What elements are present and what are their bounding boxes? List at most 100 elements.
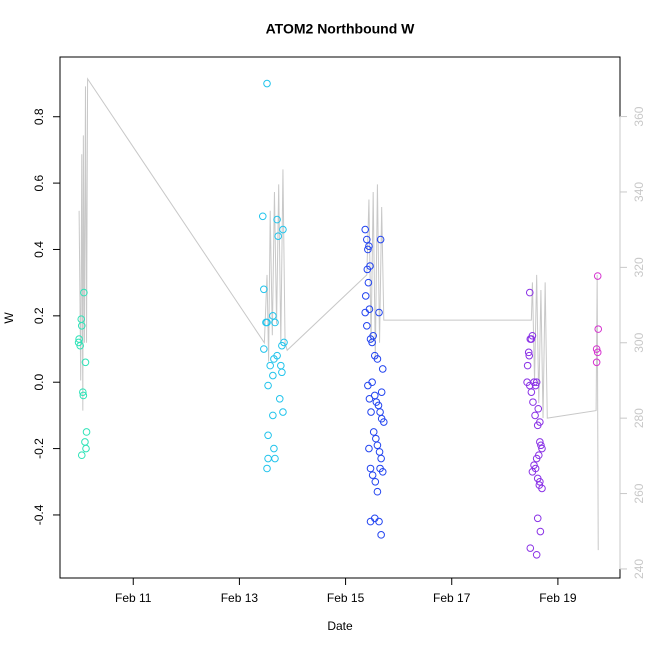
- point: [279, 408, 287, 416]
- point: [266, 361, 274, 370]
- x-axis-label: Date: [327, 619, 353, 633]
- point: [370, 391, 379, 400]
- point: [529, 398, 537, 406]
- point: [379, 418, 388, 426]
- point: [364, 278, 373, 287]
- point: [592, 345, 601, 353]
- point: [277, 361, 285, 370]
- point: [271, 318, 279, 327]
- point: [526, 544, 535, 552]
- point: [264, 454, 272, 463]
- x-tick-label: Feb 11: [115, 591, 152, 605]
- point: [79, 388, 87, 396]
- point: [368, 471, 377, 479]
- point: [263, 318, 271, 327]
- y-tick-label: 0.0: [32, 374, 46, 391]
- point: [365, 242, 373, 250]
- point: [594, 325, 603, 333]
- point: [373, 355, 382, 363]
- point: [258, 212, 267, 221]
- point: [377, 531, 385, 539]
- point: [532, 454, 541, 463]
- point: [378, 468, 387, 476]
- point: [536, 438, 544, 446]
- point: [538, 444, 546, 453]
- point: [278, 341, 286, 350]
- point: [269, 371, 277, 380]
- y-tick-label: -0.2: [32, 438, 46, 459]
- point: [260, 345, 268, 353]
- point: [531, 411, 539, 420]
- point: [278, 368, 286, 377]
- y-tick-label: 0.4: [32, 241, 46, 258]
- point: [364, 245, 372, 254]
- point: [365, 444, 373, 453]
- point: [271, 454, 279, 463]
- y2-tick-label: 300: [632, 332, 646, 352]
- point: [592, 358, 601, 367]
- point: [260, 285, 268, 294]
- point: [269, 411, 277, 420]
- point: [364, 381, 372, 390]
- point: [377, 454, 385, 463]
- point: [533, 514, 542, 523]
- point: [264, 381, 272, 390]
- x-tick-label: Feb 19: [539, 591, 577, 605]
- point: [363, 235, 371, 244]
- point: [275, 395, 284, 403]
- point: [377, 388, 386, 396]
- point: [370, 514, 379, 523]
- line-series: [78, 77, 599, 551]
- point: [528, 331, 537, 340]
- point: [372, 434, 380, 443]
- point: [80, 288, 88, 297]
- point: [593, 348, 602, 357]
- point: [378, 365, 387, 373]
- point: [375, 308, 383, 317]
- y-tick-label: 0.2: [32, 307, 46, 324]
- point: [81, 358, 90, 367]
- point: [371, 477, 380, 486]
- point: [279, 225, 287, 234]
- y2-tick-label: 280: [632, 408, 646, 428]
- y2-tick-label: 240: [632, 559, 646, 579]
- point: [81, 438, 89, 446]
- point: [264, 431, 272, 440]
- point: [373, 441, 382, 450]
- point: [373, 487, 382, 496]
- point: [82, 428, 91, 436]
- point: [77, 451, 86, 460]
- point: [525, 288, 534, 297]
- point: [535, 481, 544, 489]
- point: [531, 381, 540, 390]
- point: [361, 292, 370, 300]
- point: [525, 351, 534, 360]
- point: [376, 408, 384, 416]
- point: [531, 464, 540, 473]
- point: [536, 477, 544, 486]
- y-tick-label: 0.6: [32, 174, 46, 191]
- point: [273, 351, 281, 360]
- point: [532, 378, 541, 387]
- point: [79, 391, 88, 400]
- point: [375, 448, 384, 456]
- x-tick-label: Feb 15: [327, 591, 365, 605]
- point: [523, 361, 532, 370]
- point: [369, 331, 377, 340]
- point: [532, 550, 541, 559]
- point: [273, 215, 281, 224]
- point: [376, 235, 385, 244]
- point: [270, 444, 278, 453]
- x-tick-label: Feb 17: [433, 591, 471, 605]
- point: [524, 348, 533, 357]
- point: [366, 517, 375, 526]
- point: [77, 321, 86, 330]
- point: [263, 79, 271, 88]
- point: [537, 441, 545, 450]
- point: [368, 378, 376, 387]
- point: [369, 428, 378, 436]
- point: [365, 395, 374, 403]
- point: [534, 404, 543, 413]
- point: [363, 321, 371, 330]
- y-tick-label: -0.4: [32, 504, 46, 525]
